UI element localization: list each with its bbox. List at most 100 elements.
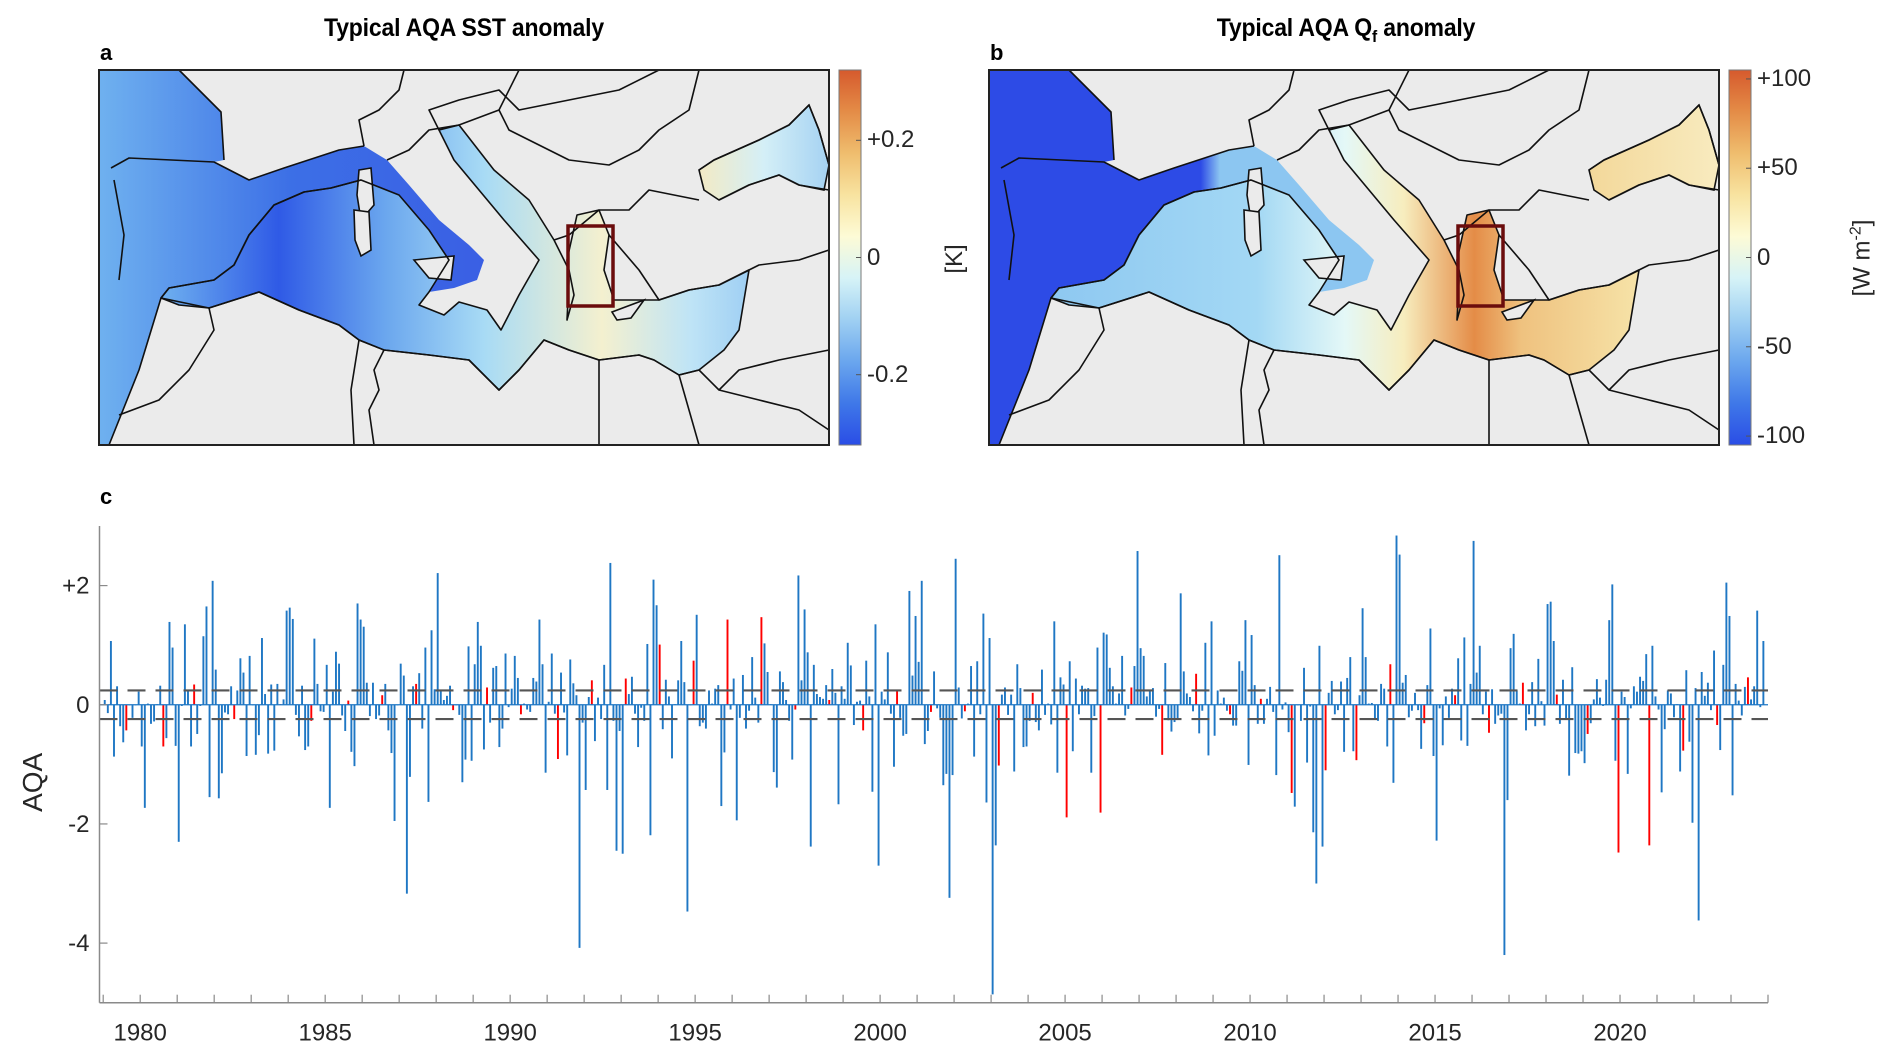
- bar: [1025, 704, 1028, 747]
- bar: [1410, 704, 1413, 711]
- bar: [856, 701, 858, 705]
- bar-highlight: [193, 684, 196, 705]
- bar: [1127, 704, 1130, 709]
- bar: [1373, 704, 1376, 720]
- bar-highlight: [1290, 704, 1293, 793]
- bar: [513, 655, 516, 705]
- bar: [1706, 682, 1709, 705]
- bar: [1232, 704, 1235, 726]
- bar: [1589, 704, 1592, 724]
- bar: [593, 704, 596, 742]
- panel-a-label: a: [100, 40, 113, 65]
- bar: [122, 704, 125, 743]
- bar: [1392, 704, 1395, 783]
- bar: [1737, 700, 1740, 705]
- bar: [1207, 704, 1210, 756]
- bar: [153, 704, 156, 722]
- bar: [1158, 704, 1161, 709]
- bar-highlight: [1521, 682, 1524, 705]
- bar: [1546, 604, 1549, 705]
- x-tick-label: 2015: [1408, 1020, 1461, 1047]
- bar: [1074, 678, 1077, 705]
- bar: [982, 613, 985, 705]
- bar: [979, 704, 982, 715]
- bar: [695, 614, 698, 705]
- bar: [886, 652, 889, 705]
- bar: [1426, 685, 1429, 705]
- bar: [187, 691, 189, 705]
- bar: [815, 694, 818, 705]
- bar: [775, 704, 778, 788]
- bar: [1299, 704, 1302, 721]
- bar-highlight: [963, 704, 966, 712]
- bar-highlight: [556, 704, 559, 759]
- bar: [516, 677, 519, 705]
- bar: [365, 682, 368, 705]
- country-border: [698, 104, 830, 171]
- bar: [1179, 593, 1182, 705]
- bar: [914, 615, 917, 705]
- bar: [735, 704, 738, 821]
- bar: [344, 704, 347, 731]
- bar: [378, 704, 381, 716]
- bar: [1210, 621, 1213, 705]
- country-border: [1568, 374, 1590, 446]
- bar: [1164, 663, 1167, 705]
- bar: [1155, 704, 1157, 717]
- bar: [985, 704, 988, 803]
- bar: [1731, 704, 1734, 796]
- bar: [1592, 699, 1595, 705]
- country-border: [1068, 69, 1115, 161]
- bar: [939, 704, 942, 718]
- bar: [350, 704, 353, 752]
- bar: [1096, 647, 1099, 705]
- bar: [362, 626, 365, 705]
- bar: [748, 704, 751, 711]
- bar: [1380, 683, 1383, 705]
- country-border: [1008, 307, 1105, 416]
- bar: [553, 704, 556, 714]
- bar-highlight: [658, 644, 661, 705]
- bar: [1608, 620, 1611, 705]
- bar: [763, 643, 766, 705]
- bar: [239, 658, 242, 705]
- bar: [1669, 693, 1672, 705]
- bar: [1330, 680, 1333, 705]
- bar: [1185, 693, 1188, 705]
- map-frame: [988, 69, 1720, 446]
- bar: [936, 704, 939, 709]
- bar: [390, 704, 393, 754]
- bar: [143, 704, 146, 808]
- bar: [942, 704, 945, 786]
- bar: [1512, 633, 1515, 705]
- bar: [948, 704, 951, 898]
- bar: [667, 696, 670, 705]
- x-tick-label: 2000: [853, 1020, 906, 1047]
- bar: [547, 701, 550, 705]
- bar: [1247, 704, 1250, 765]
- country-border: [1050, 179, 1252, 299]
- bar: [119, 704, 122, 727]
- bar: [106, 704, 109, 714]
- bar-highlight: [1716, 704, 1719, 726]
- bar: [1484, 691, 1487, 705]
- bar: [1478, 645, 1481, 705]
- bar: [288, 607, 291, 705]
- bar: [1004, 687, 1006, 705]
- bar: [1007, 704, 1010, 715]
- bar: [1694, 688, 1697, 705]
- bar: [387, 704, 390, 731]
- bar: [803, 609, 806, 705]
- bar: [1050, 704, 1053, 725]
- bar: [338, 663, 341, 705]
- bar: [1651, 645, 1654, 705]
- bar-highlight: [1389, 664, 1392, 705]
- bar: [322, 704, 325, 712]
- bar-highlight: [1130, 687, 1133, 705]
- bar: [899, 704, 902, 718]
- colorbar-sst-tick-label: 0: [867, 243, 881, 271]
- bar: [1084, 688, 1087, 705]
- bar: [1136, 551, 1139, 705]
- bar: [1623, 697, 1626, 705]
- bar: [575, 695, 578, 705]
